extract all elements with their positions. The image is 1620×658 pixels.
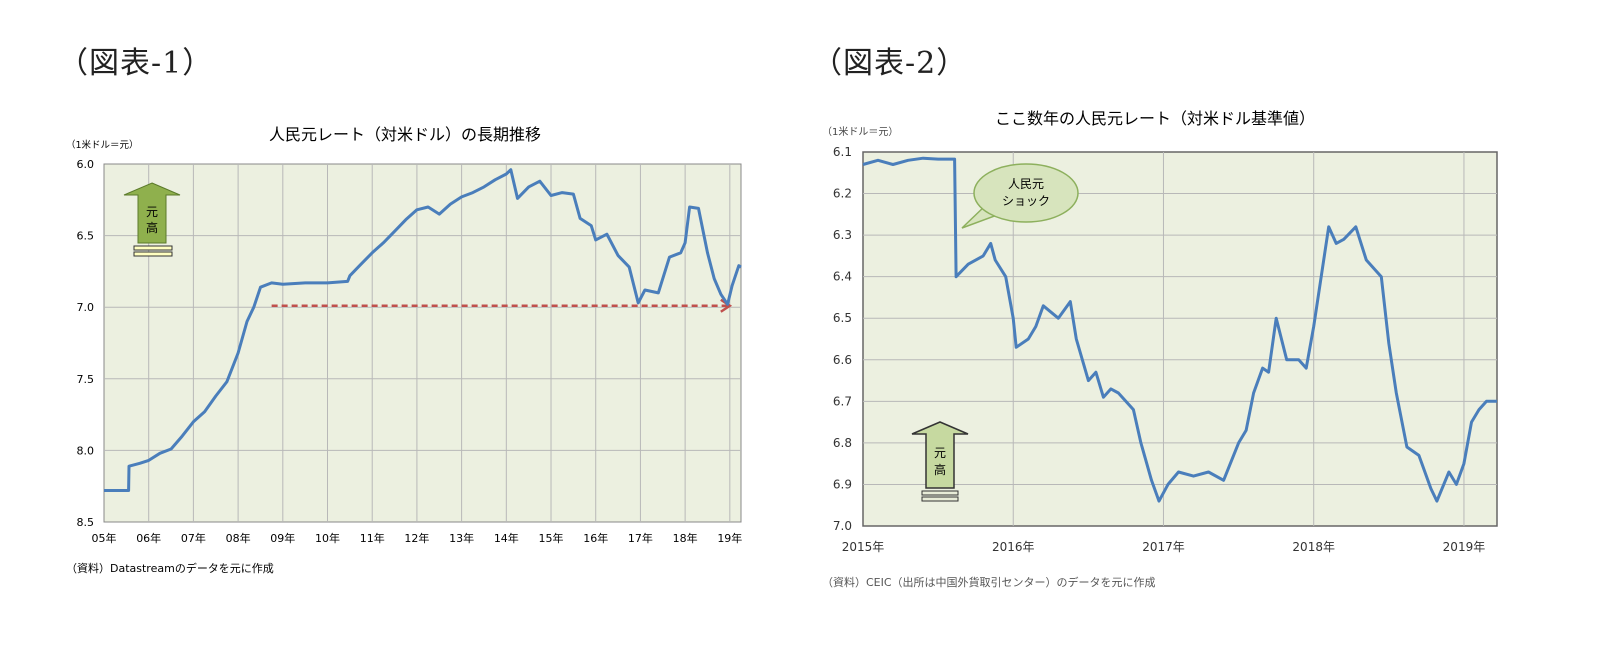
chart-2-callout-bubble: 人民元 ショック: [961, 163, 1079, 229]
chart-2-y-tick-label: 6.7: [833, 394, 852, 408]
chart-2-x-tick-label: 2018年: [1292, 540, 1335, 554]
chart-2-plot-area: [862, 151, 1498, 527]
chart-1-x-tick-label: 09年: [270, 531, 295, 545]
chart-2-y-tick-label: 6.4: [833, 270, 852, 284]
chart-2-x-tick-label: 2015年: [842, 540, 885, 554]
chart-1-y-tick-label: 7.5: [77, 373, 95, 386]
chart-2-x-tick-label: 2017年: [1142, 540, 1185, 554]
chart-2-arrow-label-1: 元: [934, 446, 946, 460]
chart-1-x-tick-label: 18年: [673, 531, 698, 545]
chart-1-x-tick-label: 14年: [494, 531, 519, 545]
chart-2-source: （資料）CEIC（出所は中国外貨取引センター）のデータを元に作成: [822, 575, 1156, 589]
chart-2-y-ticks: 6.1 6.2 6.3 6.4 6.5 6.6 6.7 6.8 6.9 7.0: [833, 145, 852, 533]
chart-1-arrowhead: [720, 298, 733, 313]
chart-1-x-tick-label: 07年: [181, 531, 206, 545]
chart-2-y-tick-label: 6.8: [833, 436, 852, 450]
chart-2-arrow-label-2: 高: [934, 462, 946, 477]
chart-2-unit-label: （1米ドル＝元）: [822, 125, 898, 138]
chart-1-x-tick-label: 19年: [717, 531, 742, 545]
chart-2-title: ここ数年の人民元レート（対米ドル基準値）: [995, 109, 1315, 128]
chart-2-y-tick-label: 6.3: [833, 228, 852, 242]
chart-1-y-tick-label: 8.5: [77, 516, 95, 529]
chart-1-y-tick-label: 7.0: [77, 301, 95, 314]
chart-1-y-ticks: 6.0 6.5 7.0 7.5 8.0 8.5: [77, 158, 95, 529]
chart-1-title: 人民元レート（対米ドル）の長期推移: [269, 125, 541, 144]
chart-2-y-tick-label: 6.9: [833, 477, 852, 491]
chart-1: 人民元レート（対米ドル）の長期推移 （1米ドル＝元） 6.0 6.5 7.0 7.5 8…: [66, 125, 743, 575]
chart-2-callout-line-1: 人民元: [1008, 177, 1044, 191]
chart-2-series-line: [862, 156, 1497, 503]
chart-2: ここ数年の人民元レート（対米ドル基準値） （1米ドル＝元） 6.16.26.36…: [822, 109, 1498, 589]
chart-1-x-tick-label: 05年: [92, 531, 117, 545]
chart-1-unit-label: （1米ドル＝元）: [66, 139, 139, 151]
chart-1-plot-area: [103, 163, 742, 523]
chart-2-x-ticks: 2015年 2016年 2017年 2018年 2019年: [842, 540, 1485, 554]
chart-1-x-tick-label: 16年: [583, 531, 608, 545]
chart-2-y-tick-label: 6.1: [833, 145, 852, 159]
chart-1-y-tick-label: 6.0: [77, 158, 95, 171]
chart-2-x-tick-label: 2016年: [992, 540, 1035, 554]
chart-1-x-tick-label: 17年: [628, 531, 653, 545]
chart-2-y-tick-label: 6.6: [833, 353, 852, 367]
chart-1-y-tick-label: 6.5: [77, 230, 95, 243]
chart-1-arrow-label-2: 高: [146, 220, 158, 235]
chart-1-x-tick-label: 10年: [315, 531, 340, 545]
panel-heading-2: （図表-2）: [812, 46, 968, 81]
chart-1-x-tick-label: 08年: [226, 531, 251, 545]
chart-1-x-tick-label: 13年: [449, 531, 474, 545]
chart-1-source: （資料）Datastreamのデータを元に作成: [66, 561, 274, 575]
chart-1-x-tick-label: 11年: [360, 531, 385, 545]
chart-2-callout-line-2: ショック: [1002, 194, 1050, 208]
chart-2-y-tick-label: 6.2: [833, 187, 852, 201]
chart-1-yuan-up-arrow: 元 高: [123, 182, 181, 257]
chart-1-x-ticks: 05年 06年 07年 08年 09年 10年 11年 12年 13年 14年 15年 16年 17年 1…: [92, 531, 743, 545]
chart-1-x-tick-label: 12年: [404, 531, 429, 545]
chart-2-yuan-up-arrow: 元 高: [911, 421, 969, 502]
chart-1-y-tick-label: 8.0: [77, 444, 95, 457]
chart-2-grid: [863, 152, 1497, 526]
chart-2-y-tick-label: 7.0: [833, 519, 852, 533]
panel-heading-1: （図表-1）: [58, 46, 214, 81]
chart-2-y-tick-label: 6.5: [833, 311, 852, 325]
chart-1-series-line: [104, 168, 742, 492]
chart-1-x-tick-label: 06年: [136, 531, 161, 545]
chart-1-arrow-label-1: 元: [146, 205, 158, 219]
chart-1-x-tick-label: 15年: [539, 531, 564, 545]
chart-2-x-tick-label: 2019年: [1443, 540, 1486, 554]
